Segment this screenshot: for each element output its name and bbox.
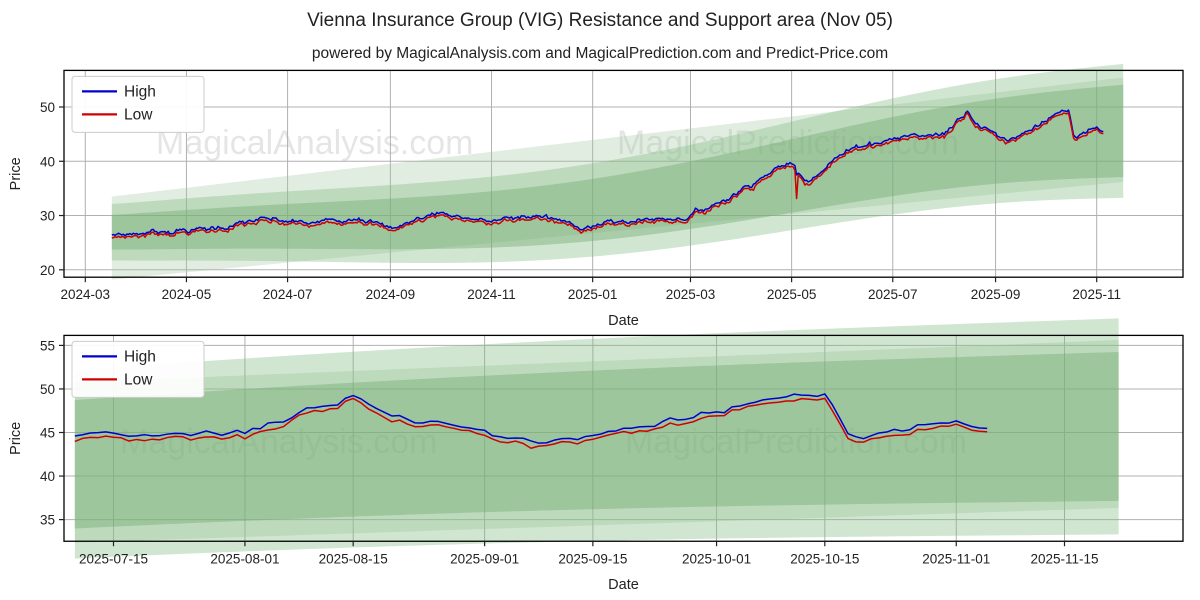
svg-text:Low: Low <box>124 106 153 123</box>
svg-text:2025-09-01: 2025-09-01 <box>450 551 519 566</box>
svg-text:35: 35 <box>40 513 55 528</box>
svg-text:2025-10-01: 2025-10-01 <box>682 551 751 566</box>
svg-text:2025-08-15: 2025-08-15 <box>319 551 388 566</box>
svg-text:50: 50 <box>40 100 55 115</box>
svg-text:30: 30 <box>40 209 55 224</box>
svg-text:Date: Date <box>608 577 639 593</box>
svg-text:Price: Price <box>8 422 24 455</box>
svg-text:High: High <box>124 83 156 100</box>
svg-text:55: 55 <box>40 338 55 353</box>
svg-text:2025-11-15: 2025-11-15 <box>1030 551 1098 566</box>
svg-text:2025-07-15: 2025-07-15 <box>79 551 148 566</box>
svg-text:2025-09-15: 2025-09-15 <box>558 551 627 566</box>
svg-text:2025-10-15: 2025-10-15 <box>790 551 859 566</box>
svg-text:Price: Price <box>8 157 24 190</box>
svg-text:2025-11-01: 2025-11-01 <box>922 551 990 566</box>
svg-text:2025-08-01: 2025-08-01 <box>210 551 279 566</box>
svg-text:20: 20 <box>40 263 55 278</box>
svg-text:40: 40 <box>40 469 55 484</box>
svg-text:50: 50 <box>40 382 55 397</box>
svg-text:45: 45 <box>40 426 55 441</box>
svg-text:High: High <box>124 348 156 365</box>
svg-text:40: 40 <box>40 154 55 169</box>
svg-text:Low: Low <box>124 371 153 388</box>
